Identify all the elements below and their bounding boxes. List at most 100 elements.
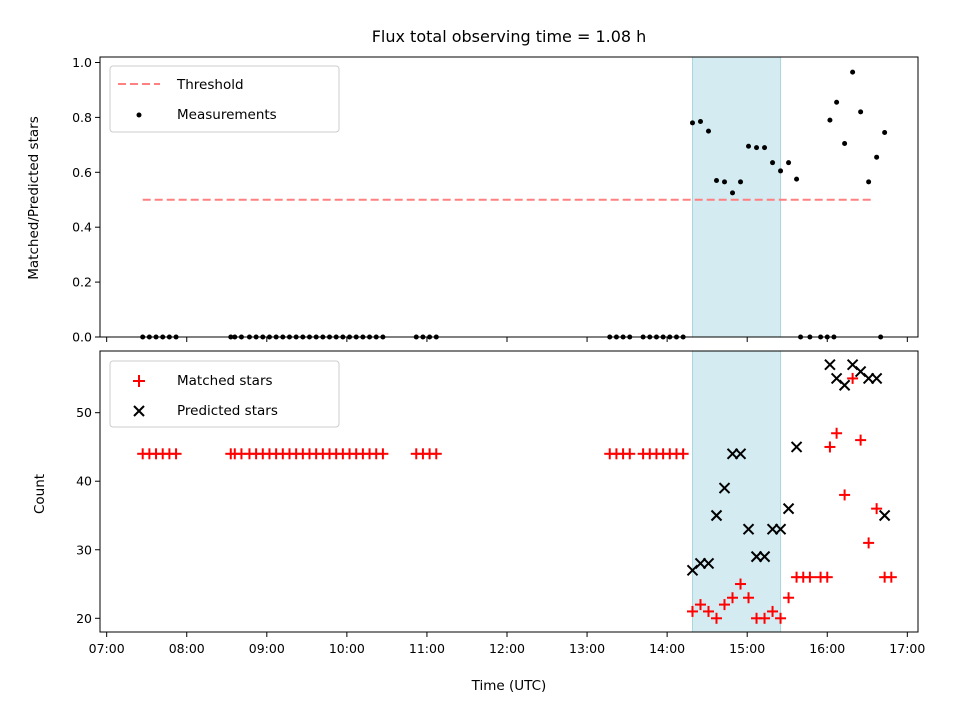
matched-star-point [847,372,859,384]
matched-star-point [783,592,795,604]
bottom-highlight-band [691,350,782,633]
bottom-y-tick-label: 40 [76,474,92,489]
bottom-y-tick-label: 30 [76,542,92,557]
bottom-x-ticks: 07:00 08:00 09:00 10:00 11:00 12:00 13:00 14:00… [89,632,925,656]
x-tick-label: 11:00 [409,641,445,656]
measurement-point [866,179,872,185]
predicted-star-point [782,502,795,515]
measurement-point [827,117,833,123]
matched-star-point [702,605,714,617]
measurement-point [689,120,695,126]
x-tick-label: 13:00 [569,641,605,656]
legend-threshold-label: Threshold [176,77,244,93]
measurement-point [770,160,776,166]
bottom-y-ticks: 20 30 40 50 [76,405,100,626]
x-tick-label: 08:00 [169,641,205,656]
bottom-y-tick-label: 20 [76,611,92,626]
bottom-y-tick-label: 50 [76,405,92,420]
measurement-point [858,109,864,115]
predicted-star-point [774,523,787,535]
measurement-point [794,176,800,182]
legend-predicted-label: Predicted stars [177,403,278,419]
measurement-point [834,99,840,105]
legend-matched-label: Matched stars [177,373,273,389]
predicted-star-point [838,379,851,391]
measurement-point [730,190,736,196]
matched-star-point [170,448,182,460]
x-tick-label: 16:00 [809,641,845,656]
measurement-point [778,168,784,174]
top-y-ticks: 0.0 0.2 0.4 0.6 0.8 1.0 [72,55,100,345]
matched-star-point [743,592,755,604]
top-axes-frame [99,56,919,338]
measurement-point [882,129,888,135]
matched-star-point [677,448,689,460]
x-tick-label: 10:00 [329,641,365,656]
top-legend: Threshold Measurements [109,65,340,133]
top-panel: 0.0 0.2 0.4 0.6 0.8 1.0 Matched/Predicted sta… [26,55,919,345]
bottom-axes-frame [99,350,919,633]
predicted-star-point [710,509,723,522]
predicted-star-point [742,523,755,535]
top-y-tick-label: 0.6 [72,165,92,180]
predicted-star-point [824,359,836,371]
matched-star-point [719,599,731,611]
x-tick-label: 12:00 [489,641,525,656]
matched-star-point [775,612,787,624]
predicted-star-point [878,509,891,522]
matched-star-point [686,605,698,617]
top-highlight-band [691,56,782,338]
top-y-tick-label: 0.8 [72,110,92,125]
legend-measurements-swatch [136,112,142,118]
chart-title: Flux total observing time = 1.08 h [372,27,647,46]
bottom-legend: Matched stars Predicted stars [109,360,340,428]
measurement-point [754,145,760,151]
x-axis-label: Time (UTC) [471,678,547,694]
legend-matched-swatch [133,375,145,387]
top-x-ticks [106,337,908,342]
matched-star-point [727,592,739,604]
measurement-point [762,145,768,151]
matched-star-point [821,571,833,583]
measurement-point [705,128,711,134]
matched-star-point [711,612,723,624]
matched-star-point [694,599,706,611]
matched-star-point [624,448,636,460]
bottom-legend-box [109,360,340,428]
top-y-tick-label: 0.2 [72,275,92,290]
top-legend-box [109,65,340,133]
x-tick-label: 15:00 [729,641,765,656]
measurement-point [874,154,880,160]
measurement-point [714,178,720,184]
measurement-point [697,119,703,125]
matched-star-point [377,448,389,460]
matched-star-point [831,427,843,439]
legend-measurements-label: Measurements [177,107,277,123]
top-points-group [140,69,888,340]
bottom-y-axis-label: Count [32,474,48,514]
matched-star-point [430,448,442,460]
x-tick-label: 09:00 [249,641,285,656]
top-y-axis-label: Matched/Predicted stars [26,116,42,279]
bottom-points-group [137,359,897,624]
matched-star-point [863,537,875,549]
predicted-star-point [790,441,803,453]
top-y-tick-label: 1.0 [72,55,92,70]
x-tick-label: 14:00 [649,641,685,656]
matched-star-point [759,612,771,624]
predicted-star-point [758,550,771,563]
matched-star-point [855,434,867,446]
predicted-star-point [702,557,715,570]
measurement-point [850,69,856,75]
matched-star-point [767,605,779,617]
matched-star-point [839,489,851,501]
matched-star-point [871,503,883,515]
x-tick-label: 17:00 [889,641,925,656]
predicted-star-point [718,482,731,494]
predicted-star-point [734,448,747,460]
legend-predicted-swatch [133,405,145,417]
matched-star-point [735,578,747,590]
bottom-panel: 20 30 40 50 07:00 08:00 09:00 10:00 11:00 12:00 1… [32,350,925,694]
predicted-star-point [870,372,883,385]
